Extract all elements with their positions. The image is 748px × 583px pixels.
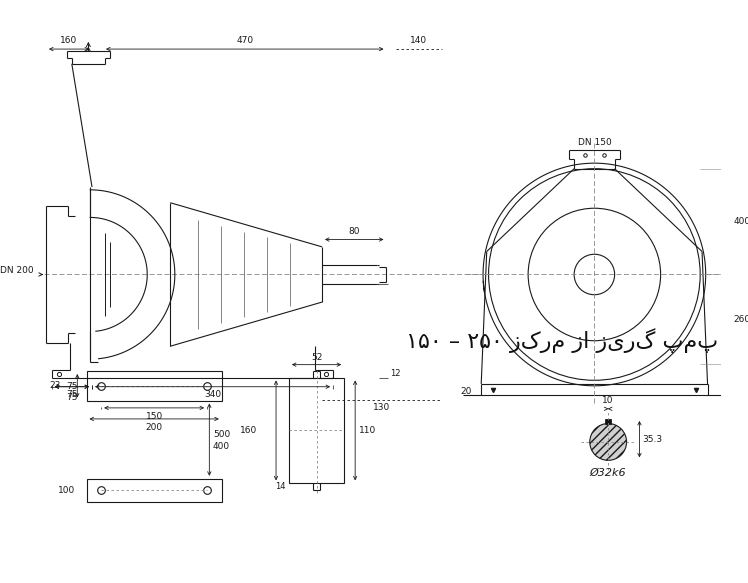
Text: 470: 470 [236,36,254,45]
Bar [87,479,221,502]
Text: 110: 110 [359,426,376,435]
Text: 75: 75 [66,391,78,399]
Circle shape [589,423,627,461]
Bar [289,378,344,483]
Text: 100: 100 [58,486,76,495]
Text: 130: 130 [373,403,390,412]
Text: 80: 80 [349,227,360,236]
Text: 400: 400 [213,442,230,451]
Text: 200: 200 [146,423,163,431]
Text: 23: 23 [49,381,61,390]
Text: 340: 340 [204,391,221,399]
Text: 140: 140 [410,36,427,45]
Text: Ø32k6: Ø32k6 [590,468,627,477]
Text: 260: 260 [733,315,748,324]
Text: 75: 75 [66,393,78,402]
Bar [605,419,611,424]
Text: 12: 12 [390,370,401,378]
Text: 400: 400 [733,217,748,226]
Text: 52: 52 [311,353,322,362]
Text: ۱۵۰ – ۲۵۰ زکرم زا زیرگ پمپ: ۱۵۰ – ۲۵۰ زکرم زا زیرگ پمپ [406,328,719,353]
Text: DN 150: DN 150 [577,138,611,146]
Text: DN 200: DN 200 [0,266,33,275]
Text: 500: 500 [213,430,230,438]
Text: 35.3: 35.3 [643,435,662,444]
Text: 75: 75 [66,382,78,391]
Text: 160: 160 [240,426,257,435]
Text: 10: 10 [602,396,614,405]
Text: 160: 160 [61,36,78,45]
Text: 14: 14 [275,482,285,491]
Bar [87,371,221,401]
Text: 150: 150 [146,412,163,420]
Text: 20: 20 [461,387,472,396]
